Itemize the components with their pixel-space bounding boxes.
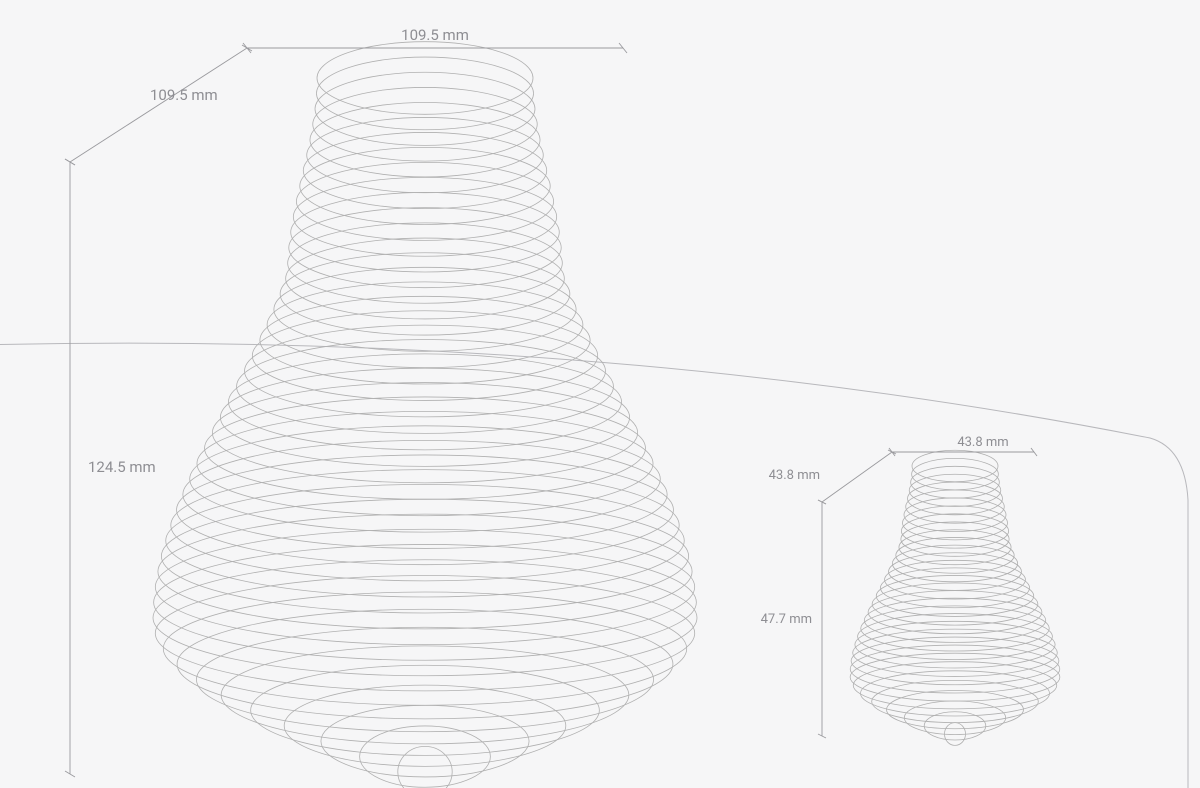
vase_large.dims.width_mm: 109.5 mm: [401, 26, 469, 44]
vase_small.dims.depth_mm: 43.8 mm: [769, 468, 820, 483]
vase_large.dims.depth_mm: 109.5 mm: [150, 86, 218, 104]
vase_small.dims.width_mm: 43.8 mm: [957, 435, 1008, 450]
wireframe-scene: 109.5 mm 109.5 mm 124.5 mm 43.8 mm 43.8 mm 47…: [0, 0, 1200, 788]
vase_small.dims.height_mm: 47.7 mm: [761, 612, 812, 627]
vase_large.dims.height_mm: 124.5 mm: [88, 458, 156, 476]
